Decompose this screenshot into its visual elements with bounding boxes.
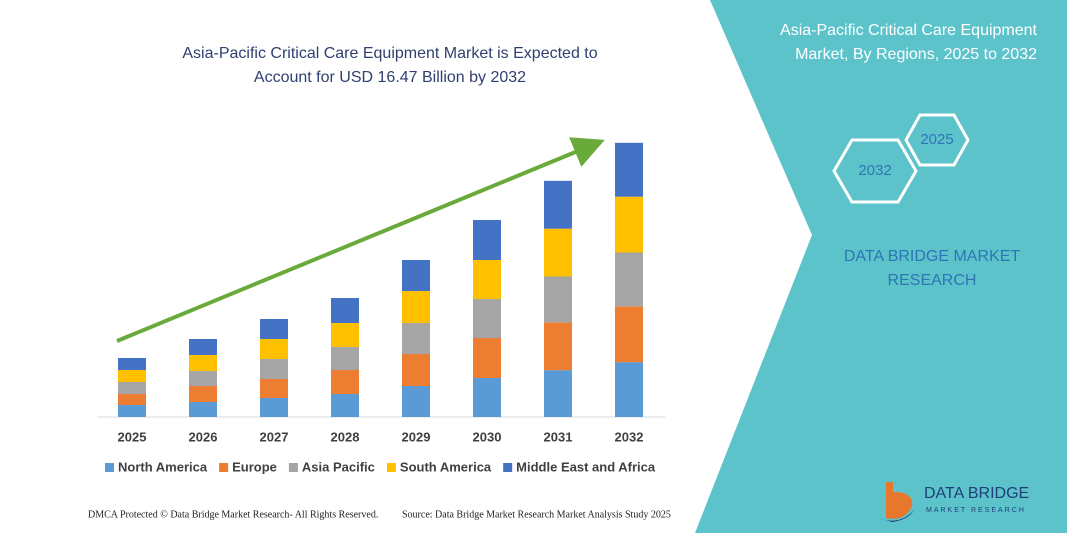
- bar-segment: [473, 220, 501, 260]
- logo-tagline: MARKET RESEARCH: [926, 507, 1026, 514]
- x-tick-label: 2031: [544, 429, 573, 444]
- hexagon-label: 2025: [920, 131, 953, 148]
- bar-segment: [615, 362, 643, 417]
- x-tick-label: 2026: [189, 429, 218, 444]
- bar-segment: [473, 299, 501, 338]
- bar-segment: [615, 142, 643, 197]
- logo-name: DATA BRIDGE: [924, 485, 1029, 502]
- growth-arrow: [116, 137, 605, 343]
- bar-segment: [189, 386, 217, 402]
- bar-segment: [473, 260, 501, 299]
- footer-right: Source: Data Bridge Market Research Mark…: [402, 509, 671, 520]
- bar-segment: [118, 405, 146, 417]
- bar-segment: [473, 378, 501, 417]
- bar-segment: [260, 339, 288, 359]
- panel-title: Asia-Pacific Critical Care Equipment: [780, 22, 1038, 39]
- x-tick-label: 2027: [260, 429, 289, 444]
- bar-segment: [118, 370, 146, 382]
- chart-title: Account for USD 16.47 Billion by 2032: [254, 69, 526, 86]
- chart-title: Asia-Pacific Critical Care Equipment Mar…: [182, 45, 597, 62]
- bar-segment: [260, 319, 288, 339]
- bar-segment: [402, 386, 430, 417]
- bar-segment: [544, 370, 572, 417]
- logo-mark: [886, 482, 913, 519]
- bar-segment: [615, 306, 643, 363]
- brand-text: DATA BRIDGE MARKET: [844, 248, 1021, 265]
- bar-segment: [118, 382, 146, 394]
- bar-segment: [189, 339, 217, 355]
- legend-swatch: [219, 463, 229, 472]
- x-tick-label: 2029: [402, 429, 431, 444]
- legend-label: North America: [118, 459, 208, 474]
- bar-segment: [260, 379, 288, 398]
- legend: North America Europe Asia Pacific South Ame…: [105, 459, 656, 474]
- bar-segment: [189, 371, 217, 386]
- legend-label: Europe: [232, 459, 277, 474]
- footer-left: DMCA Protected © Data Bridge Market Rese…: [88, 509, 378, 520]
- bar-segment: [331, 347, 359, 370]
- bar-segment: [544, 228, 572, 277]
- x-tick-label: 2030: [473, 429, 502, 444]
- legend-swatch: [386, 463, 396, 472]
- bar-segment: [331, 370, 359, 394]
- bar-segment: [260, 359, 288, 379]
- bar-segment: [544, 180, 572, 229]
- hexagon-label: 2032: [858, 162, 891, 179]
- legend-swatch: [105, 463, 114, 472]
- bars: 2025 2026 2027 2028 2029 2030 2031 2032: [118, 142, 644, 444]
- bar-segment: [402, 291, 430, 323]
- bar-segment: [260, 398, 288, 417]
- legend-label: South America: [400, 459, 492, 474]
- brand-text: RESEARCH: [888, 272, 977, 289]
- hexagon: [832, 138, 918, 204]
- side-panel: [695, 0, 1067, 533]
- bar-segment: [615, 252, 643, 307]
- bar-segment: [402, 260, 430, 291]
- hexagon: [904, 113, 970, 167]
- bar-segment: [118, 394, 146, 405]
- bar-segment: [473, 338, 501, 378]
- bar-segment: [402, 323, 430, 354]
- x-tick-label: 2028: [331, 429, 360, 444]
- legend-label: Middle East and Africa: [516, 459, 656, 474]
- logo: DATA BRIDGE MARKET RESEARCH: [878, 482, 1029, 522]
- bar-segment: [189, 355, 217, 371]
- bar-segment: [331, 298, 359, 323]
- bar-segment: [402, 354, 430, 386]
- panel-title: Market, By Regions, 2025 to 2032: [795, 46, 1037, 63]
- x-tick-label: 2025: [118, 429, 147, 444]
- bar-segment: [544, 322, 572, 371]
- legend-label: Asia Pacific: [302, 459, 375, 474]
- x-tick-label: 2032: [615, 429, 644, 444]
- bar-segment: [189, 402, 217, 417]
- legend-swatch: [288, 463, 298, 472]
- legend-swatch: [503, 463, 513, 472]
- bar-segment: [118, 358, 146, 370]
- bar-segment: [615, 196, 643, 253]
- bar-segment: [331, 394, 359, 417]
- bar-segment: [544, 276, 572, 323]
- bar-segment: [331, 323, 359, 347]
